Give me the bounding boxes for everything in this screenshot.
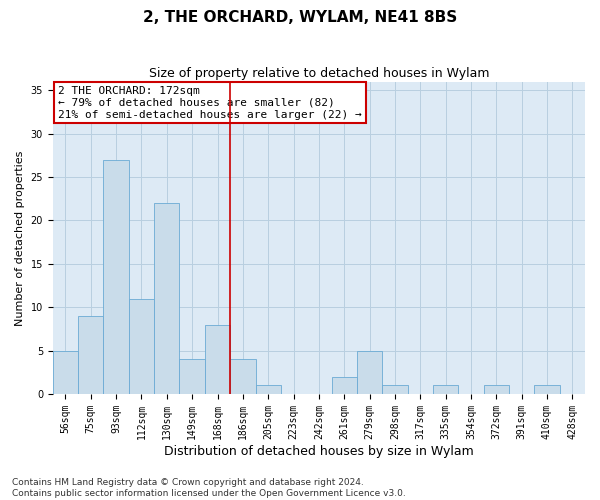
- Bar: [179, 360, 205, 394]
- Bar: [53, 350, 78, 394]
- Text: 2 THE ORCHARD: 172sqm
← 79% of detached houses are smaller (82)
21% of semi-deta: 2 THE ORCHARD: 172sqm ← 79% of detached …: [58, 86, 362, 120]
- Bar: [230, 360, 256, 394]
- Title: Size of property relative to detached houses in Wylam: Size of property relative to detached ho…: [149, 68, 489, 80]
- Bar: [129, 298, 154, 394]
- Bar: [357, 350, 382, 394]
- Y-axis label: Number of detached properties: Number of detached properties: [15, 150, 25, 326]
- Bar: [382, 386, 407, 394]
- Bar: [484, 386, 509, 394]
- Text: 2, THE ORCHARD, WYLAM, NE41 8BS: 2, THE ORCHARD, WYLAM, NE41 8BS: [143, 10, 457, 25]
- Bar: [433, 386, 458, 394]
- Bar: [154, 203, 179, 394]
- Bar: [78, 316, 103, 394]
- Bar: [205, 324, 230, 394]
- Text: Contains HM Land Registry data © Crown copyright and database right 2024.
Contai: Contains HM Land Registry data © Crown c…: [12, 478, 406, 498]
- X-axis label: Distribution of detached houses by size in Wylam: Distribution of detached houses by size …: [164, 444, 474, 458]
- Bar: [535, 386, 560, 394]
- Bar: [332, 376, 357, 394]
- Bar: [256, 386, 281, 394]
- Bar: [103, 160, 129, 394]
